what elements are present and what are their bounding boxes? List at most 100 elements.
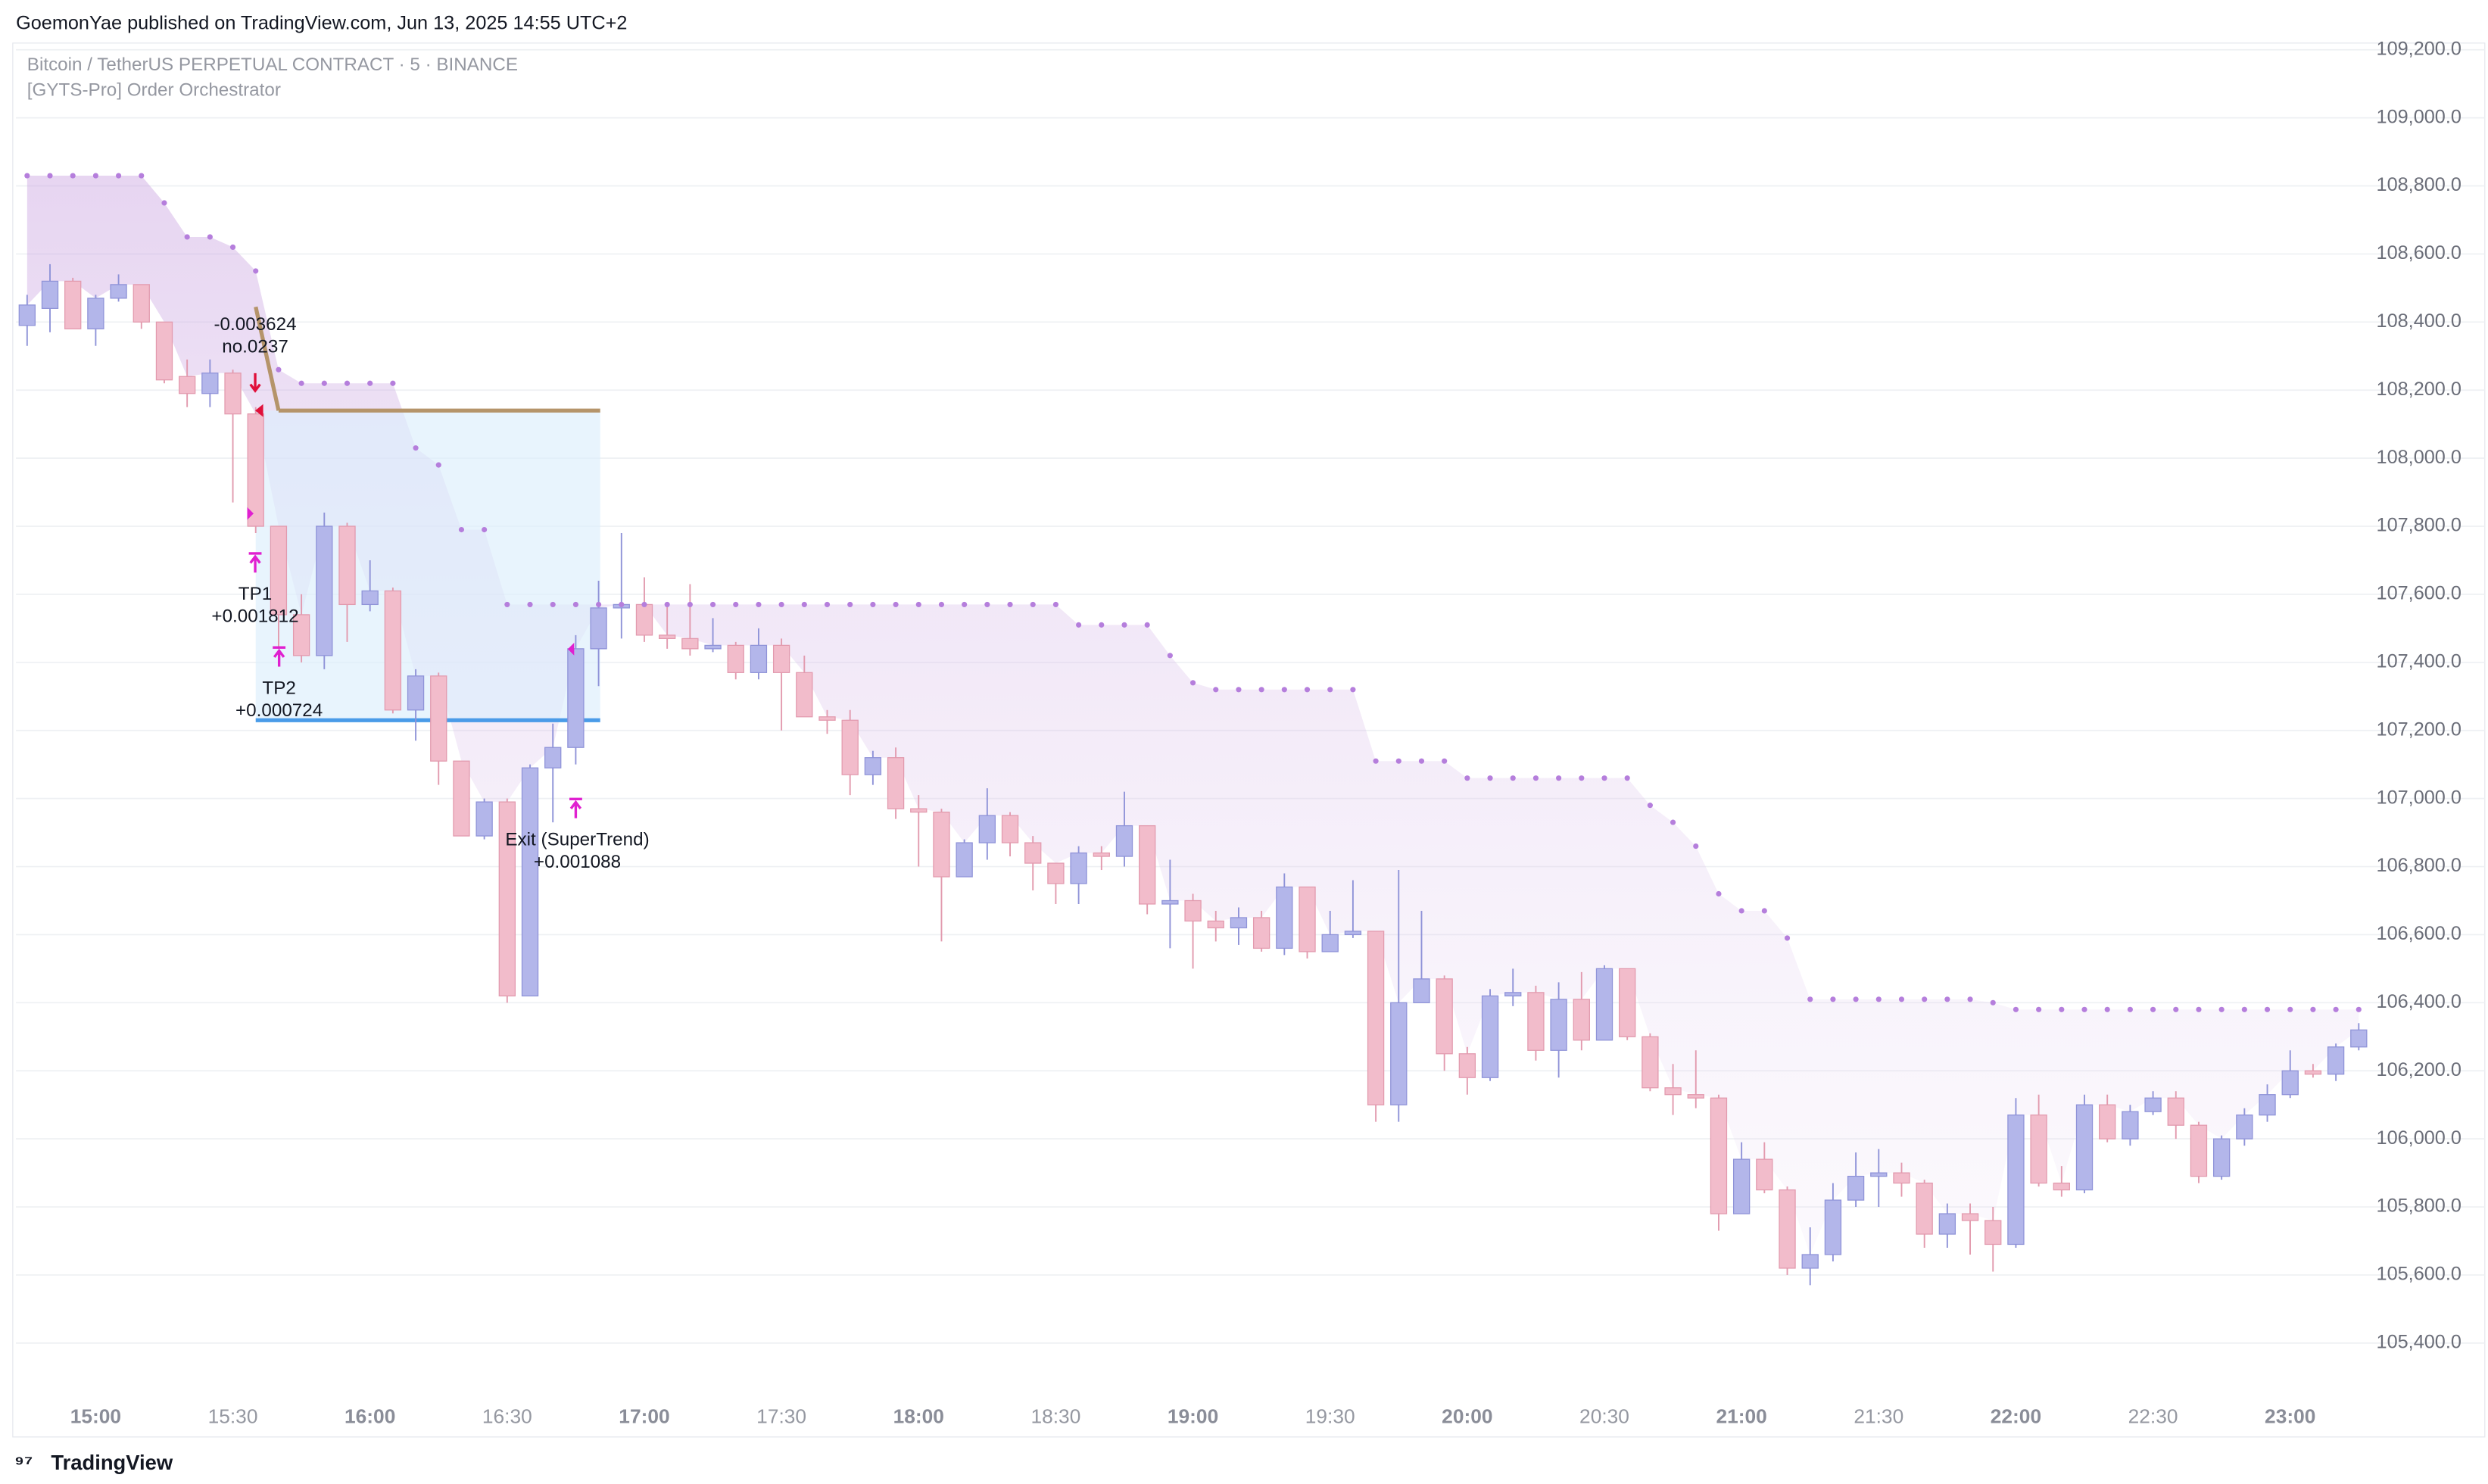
candle-body <box>956 842 973 878</box>
brand-logo: ⁹⁷ TradingView <box>14 1451 173 1474</box>
candle-body <box>841 719 859 775</box>
supertrend-dot <box>1556 775 1562 781</box>
candle-body <box>1139 825 1156 905</box>
candle-body <box>1161 899 1179 905</box>
y-tick-label: 106,800.0 <box>2377 855 2461 876</box>
candle-body <box>1893 1172 1910 1184</box>
candle-body <box>453 760 470 837</box>
candle-body <box>1115 825 1133 857</box>
candle-body <box>1779 1189 1796 1269</box>
candle-body <box>2236 1115 2253 1140</box>
supertrend-dot <box>550 601 556 607</box>
candle-body <box>659 634 676 639</box>
candle-body <box>681 638 699 650</box>
candle-body <box>864 757 882 775</box>
brand: TradingView <box>51 1451 173 1474</box>
supertrend-dot <box>1532 775 1539 781</box>
tp-marker <box>569 800 582 818</box>
supertrend-dot <box>1258 687 1264 693</box>
candle-body <box>521 767 539 996</box>
supertrend-dot <box>1944 996 1950 1002</box>
candle-body <box>224 373 242 415</box>
candle-body <box>1230 917 1248 929</box>
candle-body <box>1070 852 1087 884</box>
supertrend-dot <box>1007 601 1013 607</box>
candle-body <box>1916 1182 1933 1235</box>
supertrend-dot <box>801 601 807 607</box>
supertrend-dot <box>1418 758 1425 764</box>
candle-body <box>910 808 928 813</box>
trade-annotation: -0.003624 <box>214 314 296 335</box>
supertrend-dot <box>756 601 762 607</box>
candle-body <box>1207 920 1224 929</box>
y-tick-label: 109,000.0 <box>2377 106 2461 127</box>
candle-body <box>2007 1115 2025 1246</box>
supertrend-dot <box>1144 622 1150 628</box>
supertrend-dot <box>1579 775 1585 781</box>
chart-frame <box>12 42 2486 1438</box>
candle-body <box>1184 899 1202 922</box>
supertrend-dot <box>1030 601 1036 607</box>
supertrend-dot <box>1898 996 1905 1002</box>
supertrend-dot <box>1213 687 1219 693</box>
supertrend-dot <box>1601 775 1607 781</box>
candle-body <box>292 614 310 656</box>
trade-annotation: +0.001812 <box>211 606 298 627</box>
candle-body <box>361 590 379 606</box>
candle-body <box>64 280 82 329</box>
candle-body <box>1984 1220 2002 1246</box>
candle-body <box>316 525 333 656</box>
y-tick-label: 106,200.0 <box>2377 1059 2461 1080</box>
y-tick-label: 105,800.0 <box>2377 1196 2461 1217</box>
y-tick-label: 107,000.0 <box>2377 787 2461 808</box>
candle-body <box>2259 1094 2276 1116</box>
candle-body <box>544 747 562 768</box>
supertrend-dot <box>962 601 968 607</box>
candle-body <box>590 607 607 650</box>
x-tick-label: 19:30 <box>1305 1405 1355 1428</box>
y-tick-label: 106,400.0 <box>2377 991 2461 1012</box>
candle-body <box>887 757 905 809</box>
entry-slope <box>254 306 281 411</box>
candle-body <box>1367 931 1385 1105</box>
supertrend-dot <box>778 601 784 607</box>
candle-body <box>2053 1182 2070 1191</box>
x-tick-label: 17:30 <box>756 1405 806 1428</box>
supertrend-dot <box>1099 622 1105 628</box>
y-tick-label: 108,000.0 <box>2377 447 2461 468</box>
candle-body <box>498 801 516 996</box>
chart-subtitle: [GYTS-Pro] Order Orchestrator <box>27 80 281 100</box>
supertrend-dot <box>619 601 625 607</box>
order-marker <box>247 507 254 520</box>
supertrend-dot <box>1830 996 1836 1002</box>
y-tick-label: 108,200.0 <box>2377 379 2461 400</box>
x-tick-label: 15:30 <box>208 1405 258 1428</box>
candle-body <box>201 373 219 394</box>
candle-body <box>2350 1029 2368 1048</box>
supertrend-dot <box>2059 1006 2065 1012</box>
supertrend-dot <box>1236 687 1242 693</box>
x-tick-label: 18:00 <box>893 1405 944 1428</box>
supertrend-dot <box>116 173 122 179</box>
candle-body <box>2122 1111 2139 1140</box>
supertrend-dot <box>2241 1006 2247 1012</box>
supertrend-dot <box>2333 1006 2339 1012</box>
supertrend-dot <box>92 173 98 179</box>
x-tick-label: 23:00 <box>2265 1405 2315 1428</box>
candle-body <box>978 815 996 843</box>
supertrend-dot <box>1670 819 1676 825</box>
candle-body <box>475 801 493 837</box>
candle-body <box>430 675 447 762</box>
supertrend-dot <box>709 601 716 607</box>
y-tick-label: 108,800.0 <box>2377 174 2461 195</box>
y-tick-label: 108,600.0 <box>2377 242 2461 263</box>
tp-marker <box>273 648 285 667</box>
candle-body <box>2212 1138 2231 1177</box>
candle-body <box>2144 1097 2162 1112</box>
y-tick-label: 105,600.0 <box>2377 1264 2461 1285</box>
candle-body <box>1001 815 1019 843</box>
supertrend-dot <box>527 601 533 607</box>
candle-body <box>1413 978 1430 1003</box>
candle-body <box>1710 1097 1728 1214</box>
candle-body <box>1436 978 1453 1055</box>
